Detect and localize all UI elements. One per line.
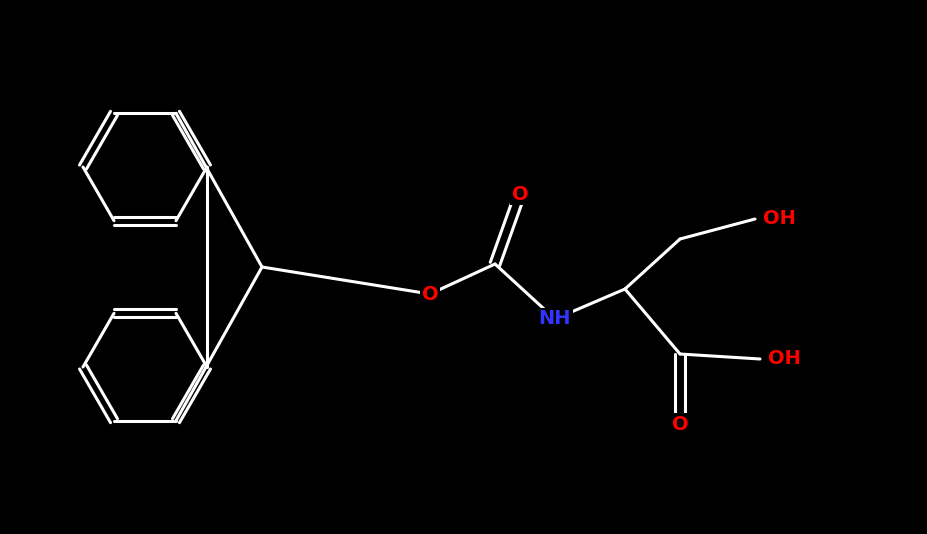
- Text: O: O: [671, 414, 688, 434]
- Text: O: O: [511, 185, 527, 203]
- Text: NH: NH: [539, 310, 571, 328]
- Text: O: O: [421, 285, 438, 303]
- Text: OH: OH: [762, 209, 795, 229]
- Text: OH: OH: [768, 349, 800, 368]
